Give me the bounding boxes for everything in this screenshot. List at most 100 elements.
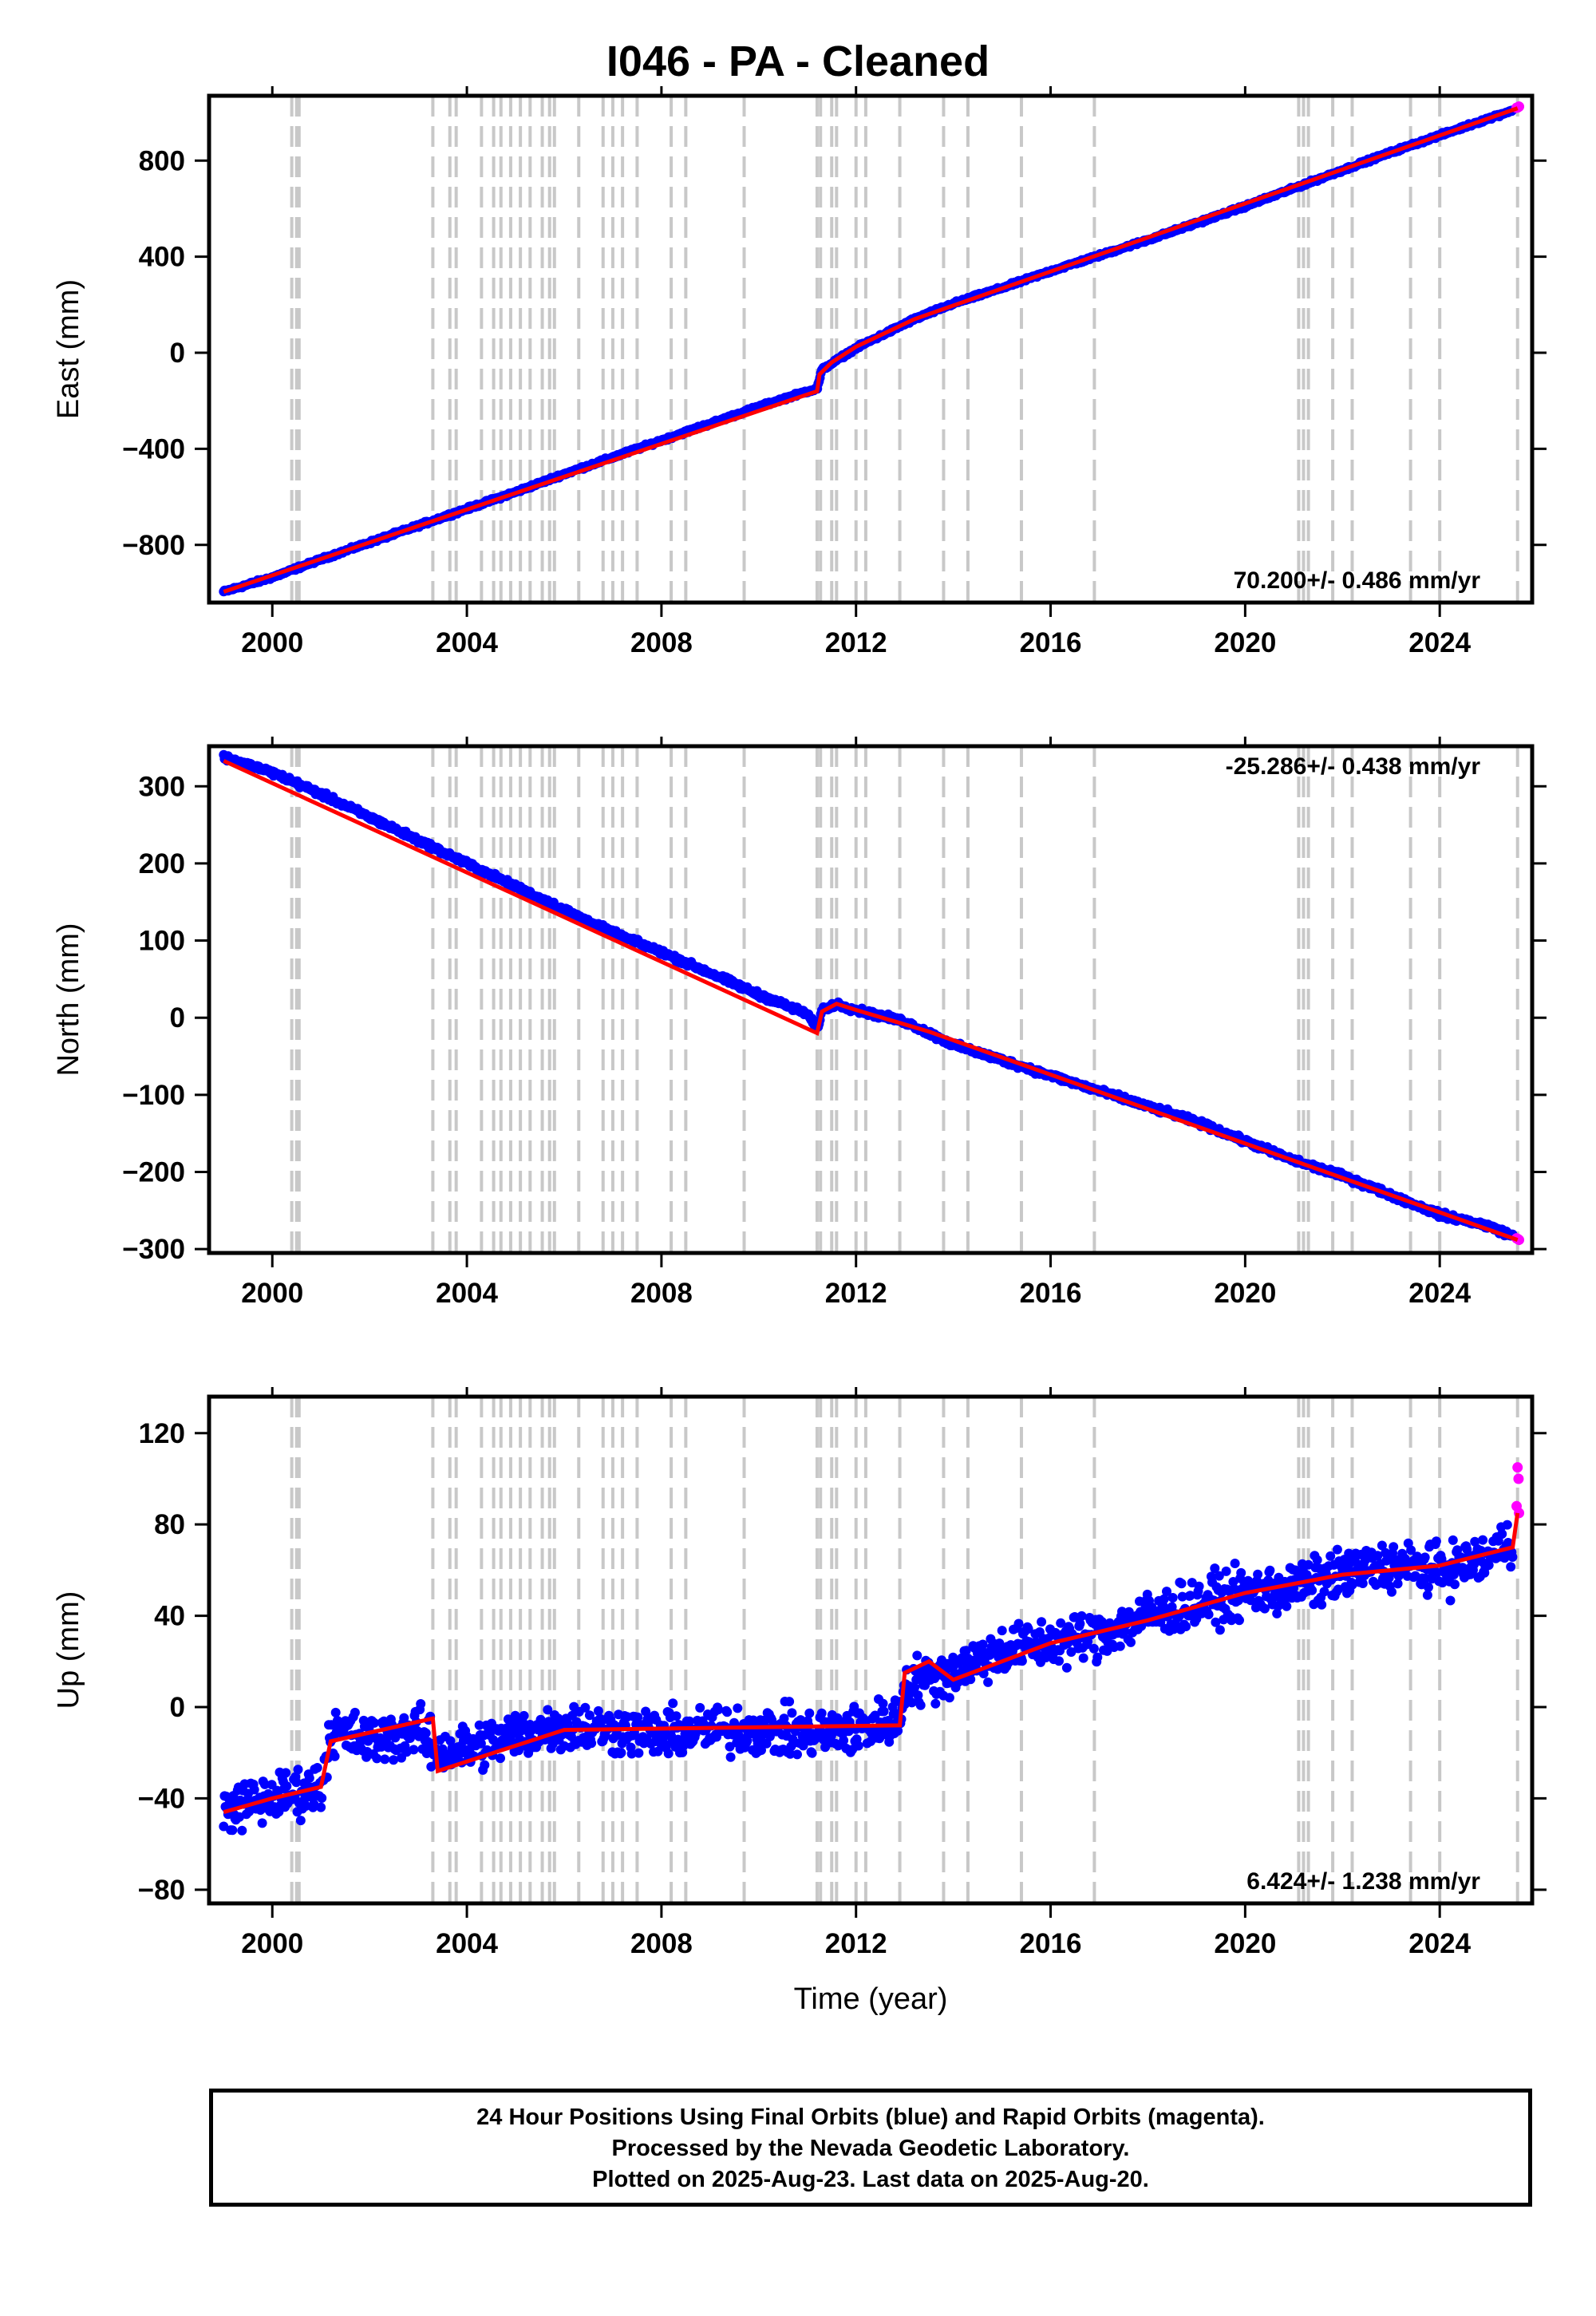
final-orbit-point [474,1720,484,1730]
final-orbit-point [1126,1637,1136,1647]
x-tick-label: 2004 [436,627,498,658]
final-orbit-point [496,1753,505,1764]
final-orbit-point [372,1753,382,1764]
final-orbit-point [1282,1601,1292,1611]
final-orbit-point [1506,1562,1516,1572]
footer-line-1: 24 Hour Positions Using Final Orbits (bl… [476,2105,1265,2130]
north-y-axis-label: North (mm) [52,923,85,1076]
final-orbit-point [915,1700,926,1710]
final-orbit-point [543,1705,553,1715]
final-orbit-point [1373,1551,1383,1561]
final-orbit-point [1054,1656,1064,1666]
y-tick-label: −800 [122,530,185,561]
final-orbit-point [1325,1551,1336,1561]
final-orbit-point [997,1626,1007,1636]
x-tick-label: 2004 [436,1278,498,1309]
x-tick-label: 2008 [630,627,693,658]
final-orbit-point [1185,1591,1195,1601]
y-tick-label: −40 [138,1783,185,1814]
final-orbit-point [1422,1590,1432,1600]
final-orbit-point [1377,1540,1387,1551]
y-tick-label: −300 [122,1234,185,1265]
final-orbit-point [1177,1591,1187,1602]
final-orbit-point [291,1777,302,1788]
final-orbit-point [593,1705,603,1716]
y-tick-label: 200 [139,848,185,879]
final-orbit-point [1176,1579,1187,1589]
final-orbit-point [1092,1652,1103,1662]
final-orbit-point [330,1751,340,1761]
final-orbit-point [350,1707,360,1717]
x-tick-label: 2004 [436,1928,498,1959]
final-orbit-point [978,1639,988,1650]
final-orbit-point [944,1693,954,1703]
up-rate-label: 6.424+/- 1.238 mm/yr [1246,1868,1480,1895]
final-orbit-point [641,1706,651,1717]
y-tick-label: 0 [170,338,185,369]
up-points [219,1462,1525,1836]
final-orbit-point [983,1677,994,1687]
final-orbit-point [966,1674,976,1685]
final-orbit-point [416,1699,426,1709]
x-tick-label: 2000 [241,1278,303,1309]
final-orbit-point [1431,1536,1441,1547]
final-orbit-point [584,1710,595,1721]
final-orbit-point [879,1706,889,1717]
final-orbit-point [1448,1535,1458,1545]
final-orbit-point [913,1690,923,1701]
final-orbit-point [787,1708,797,1718]
final-orbit-point [695,1702,705,1713]
final-orbit-point [519,1710,529,1721]
up-model-line [223,1512,1520,1815]
final-orbit-point [316,1802,326,1812]
final-orbit-point [1317,1599,1327,1610]
final-orbit-point [259,1779,270,1789]
rapid-orbit-point [1512,1462,1523,1473]
final-orbit-point [1194,1581,1204,1591]
x-tick-label: 2012 [825,1928,887,1959]
footer-line-2: Processed by the Nevada Geodetic Laborat… [611,2136,1130,2161]
final-orbit-point [587,1738,597,1749]
final-orbit-point [1037,1617,1047,1627]
final-orbit-point [742,1736,753,1746]
x-tick-label: 2012 [825,1278,887,1309]
y-tick-label: −400 [122,433,185,464]
y-tick-label: 120 [139,1418,185,1449]
final-orbit-point [369,1717,379,1728]
north-rate-label: -25.286+/- 0.438 mm/yr [1226,753,1481,780]
final-orbit-point [807,1748,817,1758]
final-orbit-point [1167,1593,1178,1603]
final-orbit-point [930,1698,941,1709]
final-orbit-point [634,1748,644,1758]
final-orbit-point [1056,1618,1066,1628]
final-orbit-point [293,1765,303,1775]
final-orbit-point [1187,1578,1197,1588]
final-orbit-point [792,1749,802,1760]
final-orbit-point [668,1698,678,1709]
x-tick-label: 2016 [1020,1278,1082,1309]
final-orbit-point [685,1716,694,1726]
final-orbit-point [713,1705,724,1715]
up-panel: 2000 2004 2008 2012 2016 2020 2024 −80 −40 0 40 80 1… [52,1387,1547,2016]
final-orbit-point [237,1825,247,1836]
rapid-orbit-point [1513,1473,1524,1484]
final-orbit-point [1307,1585,1317,1595]
chart-title: I046 - PA - Cleaned [606,38,990,85]
x-tick-label: 2020 [1214,627,1276,658]
final-orbit-point [626,1749,637,1759]
final-orbit-point [1017,1656,1027,1666]
final-orbit-point [1159,1594,1169,1604]
final-orbit-point [1069,1612,1080,1622]
final-orbit-point [725,1741,735,1752]
final-orbit-point [733,1703,743,1713]
final-orbit-point [725,1752,736,1762]
final-orbit-point [1483,1560,1494,1571]
y-tick-label: −80 [138,1875,185,1906]
y-tick-label: 100 [139,926,185,957]
final-orbit-point [1357,1579,1368,1588]
final-orbit-point [281,1768,291,1778]
y-tick-label: 0 [170,1692,185,1723]
final-orbit-point [1023,1624,1033,1634]
final-orbit-point [1312,1555,1322,1565]
y-tick-label: 800 [139,145,185,176]
